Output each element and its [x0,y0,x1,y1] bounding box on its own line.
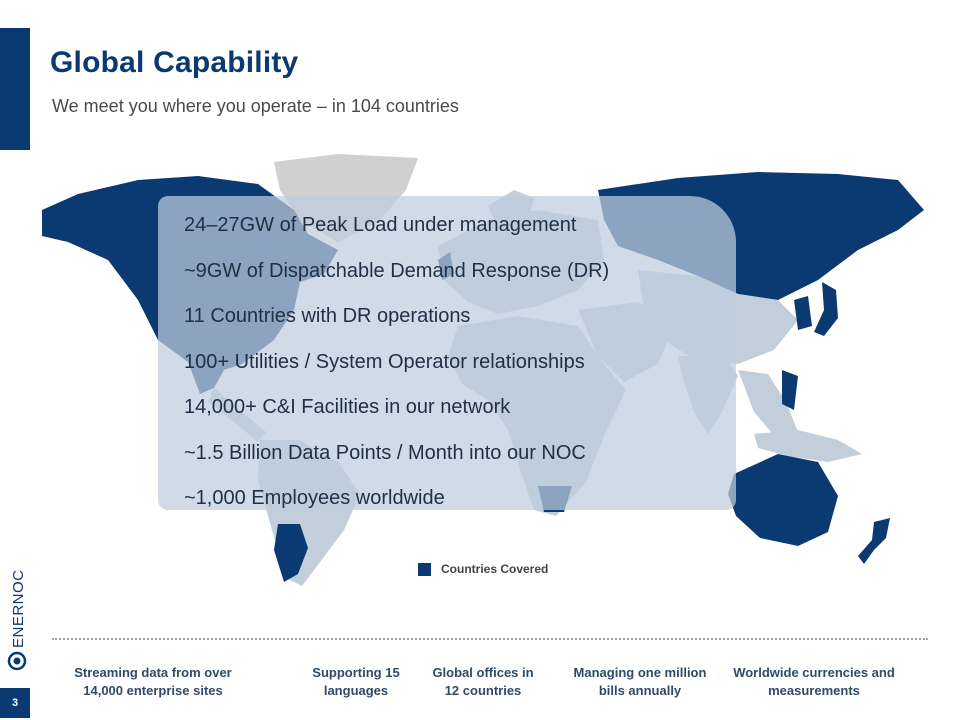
divider [52,638,928,640]
stat-peak-load: 24–27GW of Peak Load under management [184,214,577,236]
map-legend: Countries Covered [418,562,548,576]
legend-swatch [418,562,431,576]
stat-employees: ~1,000 Employees worldwide [184,487,445,509]
map-se-asia [738,370,798,440]
map-korea [794,296,812,330]
stats-panel [158,196,736,510]
map-southern-cone [274,524,308,582]
stat-dispatchable-dr: ~9GW of Dispatchable Demand Response (DR… [184,259,610,282]
map-australia [728,454,838,546]
stat-facilities: 14,000+ C&I Facilities in our network [184,396,511,418]
feature-global-offices: Global offices in 12 countries [432,665,534,698]
logo-text: ENERNOC [10,570,27,648]
stat-utilities: 100+ Utilities / System Operator relatio… [184,350,585,373]
page-number: 3 [0,688,30,718]
feature-bills: Managing one million bills annually [573,665,707,698]
map-indonesia [754,430,862,462]
enernoc-logo: ENERNOC [7,570,27,671]
legend-label: Countries Covered [441,562,549,576]
map-new-zealand [858,518,890,564]
accent-bar [0,28,30,150]
stat-dr-countries: 11 Countries with DR operations [184,305,471,327]
map-philippines [782,370,798,410]
page-subtitle: We meet you where you operate – in 104 c… [52,96,459,116]
stat-data-points: ~1.5 Billion Data Points / Month into ou… [184,441,586,464]
stats-list: 24–27GW of Peak Load under management ~9… [184,208,609,527]
map-japan [814,282,838,336]
feature-currencies: Worldwide currencies and measurements [733,665,895,698]
page-title: Global Capability [50,46,299,79]
feature-languages: Supporting 15 languages [312,665,400,698]
feature-streaming-data: Streaming data from over 14,000 enterpri… [74,665,232,698]
